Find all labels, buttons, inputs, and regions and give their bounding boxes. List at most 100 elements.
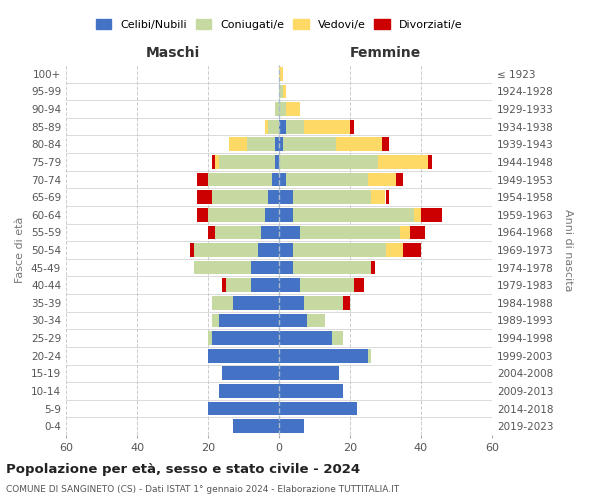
Bar bbox=[371, 190, 385, 204]
Bar bbox=[279, 278, 301, 292]
Bar bbox=[233, 296, 279, 310]
Bar bbox=[212, 296, 233, 310]
Bar bbox=[212, 155, 215, 169]
Bar bbox=[293, 260, 371, 274]
Bar bbox=[301, 226, 400, 239]
Bar bbox=[279, 138, 283, 151]
Bar bbox=[368, 172, 396, 186]
Bar bbox=[247, 138, 275, 151]
Bar bbox=[208, 402, 279, 415]
Bar bbox=[414, 208, 421, 222]
Bar bbox=[208, 349, 279, 362]
Text: COMUNE DI SANGINETO (CS) - Dati ISTAT 1° gennaio 2024 - Elaborazione TUTTITALIA.: COMUNE DI SANGINETO (CS) - Dati ISTAT 1°… bbox=[6, 485, 399, 494]
Bar bbox=[279, 67, 283, 80]
Y-axis label: Anni di nascita: Anni di nascita bbox=[563, 209, 573, 291]
Bar bbox=[197, 208, 208, 222]
Bar bbox=[421, 208, 442, 222]
Bar bbox=[197, 172, 208, 186]
Bar bbox=[293, 243, 386, 257]
Bar bbox=[215, 226, 261, 239]
Bar bbox=[386, 243, 403, 257]
Bar bbox=[428, 155, 431, 169]
Bar bbox=[279, 420, 304, 433]
Bar bbox=[272, 172, 279, 186]
Bar bbox=[332, 331, 343, 345]
Bar bbox=[286, 120, 304, 134]
Bar bbox=[229, 138, 247, 151]
Bar bbox=[275, 102, 279, 116]
Bar bbox=[368, 349, 371, 362]
Bar bbox=[251, 278, 279, 292]
Bar bbox=[371, 260, 375, 274]
Bar bbox=[208, 331, 212, 345]
Bar bbox=[403, 243, 421, 257]
Bar bbox=[279, 120, 286, 134]
Bar bbox=[279, 314, 307, 328]
Text: Maschi: Maschi bbox=[145, 46, 200, 60]
Bar bbox=[268, 120, 279, 134]
Bar bbox=[218, 155, 275, 169]
Bar bbox=[251, 260, 279, 274]
Bar bbox=[279, 349, 368, 362]
Bar bbox=[279, 243, 293, 257]
Bar bbox=[343, 296, 350, 310]
Bar bbox=[286, 102, 301, 116]
Bar bbox=[212, 331, 279, 345]
Bar bbox=[190, 243, 194, 257]
Bar bbox=[353, 278, 364, 292]
Bar bbox=[350, 120, 353, 134]
Bar bbox=[283, 138, 336, 151]
Bar bbox=[283, 84, 286, 98]
Bar bbox=[379, 155, 428, 169]
Bar bbox=[268, 190, 279, 204]
Bar bbox=[279, 402, 357, 415]
Bar bbox=[307, 314, 325, 328]
Text: Popolazione per età, sesso e stato civile - 2024: Popolazione per età, sesso e stato civil… bbox=[6, 462, 360, 475]
Bar bbox=[275, 138, 279, 151]
Bar bbox=[304, 296, 343, 310]
Bar bbox=[194, 260, 251, 274]
Bar bbox=[279, 226, 301, 239]
Bar bbox=[261, 226, 279, 239]
Bar bbox=[279, 384, 343, 398]
Bar bbox=[197, 190, 212, 204]
Bar bbox=[208, 172, 272, 186]
Bar bbox=[222, 278, 226, 292]
Bar bbox=[279, 190, 293, 204]
Legend: Celibi/Nubili, Coniugati/e, Vedovi/e, Divorziati/e: Celibi/Nubili, Coniugati/e, Vedovi/e, Di… bbox=[96, 19, 462, 30]
Bar bbox=[258, 243, 279, 257]
Bar bbox=[279, 84, 283, 98]
Bar bbox=[265, 208, 279, 222]
Bar bbox=[275, 155, 279, 169]
Bar bbox=[293, 208, 414, 222]
Y-axis label: Fasce di età: Fasce di età bbox=[16, 217, 25, 283]
Bar bbox=[218, 314, 279, 328]
Text: Femmine: Femmine bbox=[350, 46, 421, 60]
Bar bbox=[382, 138, 389, 151]
Bar bbox=[400, 226, 410, 239]
Bar bbox=[279, 260, 293, 274]
Bar bbox=[279, 172, 286, 186]
Bar bbox=[279, 366, 340, 380]
Bar bbox=[279, 155, 379, 169]
Bar bbox=[293, 190, 371, 204]
Bar bbox=[222, 366, 279, 380]
Bar bbox=[265, 120, 268, 134]
Bar bbox=[212, 314, 218, 328]
Bar bbox=[396, 172, 403, 186]
Bar bbox=[410, 226, 425, 239]
Bar bbox=[279, 331, 332, 345]
Bar bbox=[215, 155, 218, 169]
Bar bbox=[336, 138, 382, 151]
Bar bbox=[304, 120, 350, 134]
Bar bbox=[208, 208, 265, 222]
Bar bbox=[279, 296, 304, 310]
Bar bbox=[301, 278, 353, 292]
Bar bbox=[386, 190, 389, 204]
Bar bbox=[208, 226, 215, 239]
Bar bbox=[194, 243, 258, 257]
Bar bbox=[279, 102, 286, 116]
Bar bbox=[279, 208, 293, 222]
Bar bbox=[212, 190, 268, 204]
Bar bbox=[286, 172, 368, 186]
